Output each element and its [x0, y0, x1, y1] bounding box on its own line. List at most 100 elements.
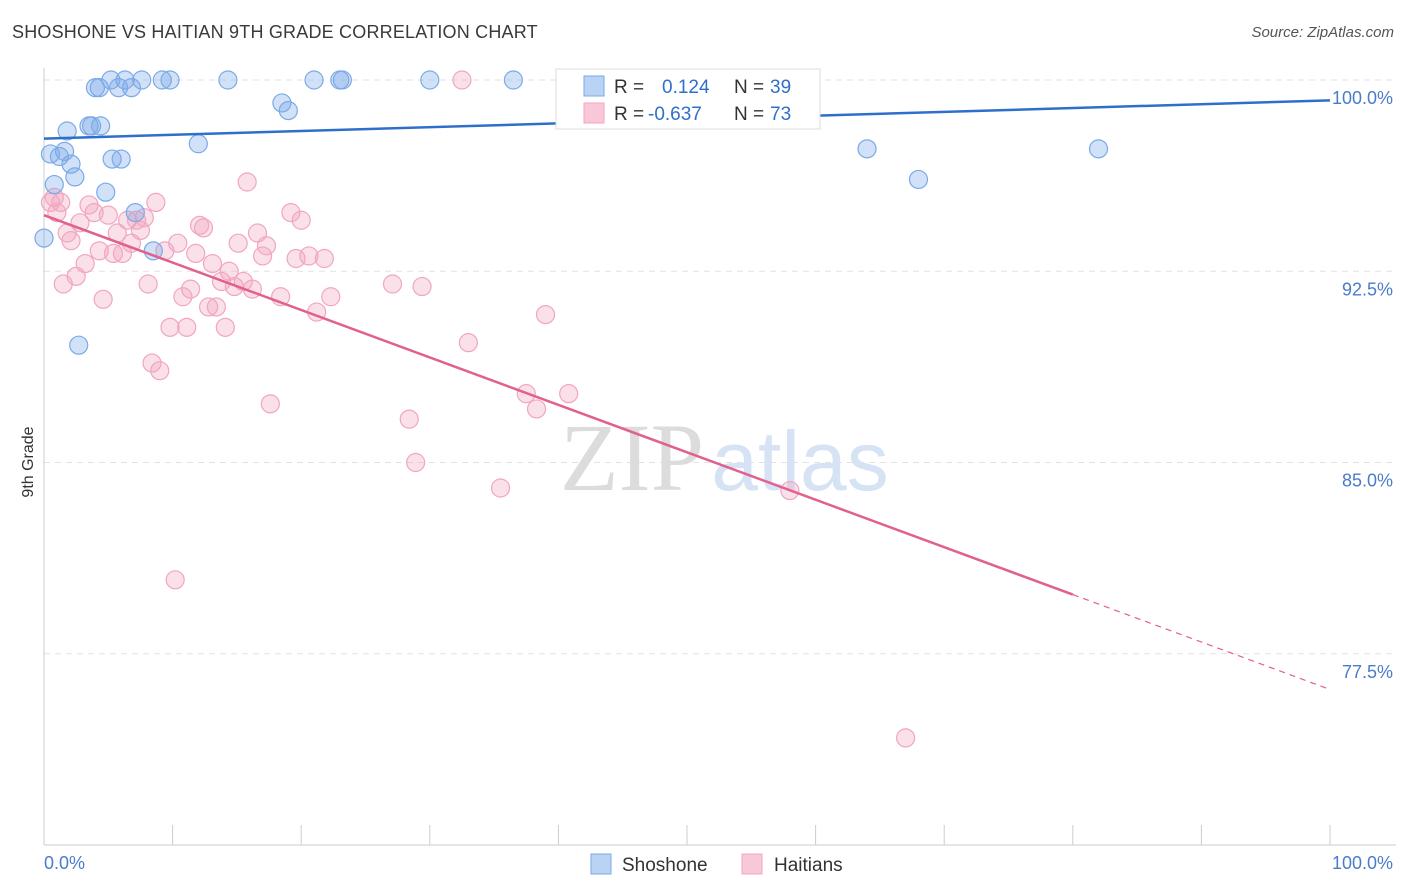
haitians-point-68 — [526, 399, 547, 419]
watermark-zip: ZIP — [560, 404, 704, 511]
haitians-point-63 — [412, 276, 432, 297]
haitians-point-56 — [299, 246, 319, 266]
shoshone-point-20 — [121, 78, 142, 98]
haitians-point-13 — [93, 289, 113, 309]
haitians-point-30 — [168, 233, 188, 253]
y-tick-label-2: 85.0% — [1342, 471, 1393, 491]
shoshone-point-37 — [1088, 139, 1109, 159]
legend-swatch-haitians — [741, 853, 763, 875]
legend-label-shoshone: Shoshone — [622, 855, 708, 876]
haitians-point-33 — [181, 279, 201, 299]
haitians-point-29 — [165, 570, 185, 590]
chart-title: SHOSHONE VS HAITIAN 9TH GRADE CORRELATIO… — [12, 22, 538, 42]
haitians-point-59 — [321, 287, 341, 307]
shoshone-point-28 — [272, 93, 292, 113]
haitians-point-26 — [150, 361, 170, 381]
shoshone-point-27 — [218, 70, 238, 90]
stats-legend: R = 0.124 N = 39 R = -0.637 N = 73 — [555, 68, 821, 130]
x-tick-label-1: 100.0% — [1332, 853, 1393, 873]
haitians-point-23 — [138, 274, 158, 294]
shoshone-point-3 — [49, 146, 70, 167]
shoshone-point-12 — [89, 78, 109, 98]
haitians-point-38 — [202, 254, 223, 274]
haitians-point-28 — [160, 317, 180, 337]
shoshone-point-18 — [111, 149, 131, 169]
trend-lines — [43, 99, 1331, 691]
haitians-trend-line — [43, 213, 1074, 596]
shoshone-point-30 — [304, 70, 324, 90]
shoshone-point-2 — [44, 174, 64, 195]
haitians-point-44 — [228, 233, 248, 253]
legend-r-label-haitians: R = — [614, 104, 644, 125]
haitians-point-62 — [406, 452, 426, 473]
y-axis-label: 9th Grade — [20, 426, 37, 497]
haitians-point-3 — [51, 192, 71, 212]
haitians-point-70 — [559, 384, 579, 404]
haitians-point-37 — [199, 297, 219, 317]
shoshone-point-19 — [115, 70, 135, 90]
shoshone-point-33 — [420, 70, 440, 90]
axes — [43, 68, 1396, 846]
x-tick-labels: 0.0% 100.0% — [44, 853, 1393, 873]
haitians-point-14 — [98, 205, 118, 225]
haitians-point-39 — [206, 297, 226, 317]
shoshone-point-22 — [132, 70, 152, 90]
legend-label-haitians: Haitians — [774, 855, 843, 876]
watermark: ZIP atlas — [560, 404, 889, 511]
legend-n-value-shoshone: 39 — [770, 77, 791, 98]
legend-n-label-haitians: N = — [734, 104, 764, 125]
haitians-point-9 — [75, 254, 95, 274]
haitians-point-55 — [291, 210, 311, 230]
haitians-point-51 — [260, 394, 280, 414]
haitians-point-66 — [490, 478, 511, 498]
shoshone-point-29 — [278, 100, 298, 121]
haitians-point-41 — [215, 317, 235, 337]
shoshone-point-8 — [69, 335, 89, 355]
shoshone-point-15 — [101, 70, 121, 90]
haitians-point-32 — [177, 317, 197, 337]
y-tick-label-0: 100.0% — [1332, 88, 1393, 108]
haitians-point-60 — [382, 274, 403, 294]
series-shoshone — [34, 70, 1109, 355]
haitians-point-25 — [146, 192, 166, 212]
haitians-point-46 — [237, 172, 257, 192]
haitians-point-22 — [134, 208, 154, 228]
haitians-point-6 — [61, 231, 81, 251]
legend-n-value-haitians: 73 — [770, 104, 791, 125]
shoshone-point-7 — [65, 167, 85, 187]
watermark-atlas: atlas — [711, 414, 888, 508]
chart-source: Source: ZipAtlas.com — [1251, 24, 1394, 41]
haitians-point-24 — [142, 353, 162, 373]
y-tick-label-1: 92.5% — [1342, 279, 1393, 299]
legend-n-label-shoshone: N = — [734, 77, 764, 98]
series-legend: Shoshone Haitians — [590, 853, 843, 876]
legend-r-value-haitians: -0.637 — [648, 104, 702, 125]
haitians-point-42 — [219, 261, 239, 281]
shoshone-point-35 — [857, 139, 877, 159]
legend-swatch-shoshone — [590, 853, 612, 875]
haitians-point-49 — [253, 246, 273, 266]
shoshone-point-25 — [160, 70, 180, 90]
haitians-point-61 — [399, 409, 419, 429]
haitians-point-58 — [314, 248, 334, 269]
haitians-point-53 — [281, 203, 301, 223]
gridlines — [44, 79, 1396, 655]
shoshone-point-26 — [188, 134, 208, 154]
shoshone-point-21 — [125, 203, 145, 223]
shoshone-point-14 — [96, 182, 116, 202]
haitians-point-50 — [256, 236, 277, 256]
haitians-trend-extension — [1072, 594, 1331, 691]
haitians-point-20 — [126, 210, 147, 230]
y-tick-label-3: 77.5% — [1342, 662, 1393, 682]
legend-r-label-shoshone: R = — [614, 77, 644, 98]
shoshone-point-36 — [908, 169, 929, 190]
haitians-point-64 — [452, 70, 472, 90]
shoshone-point-13 — [90, 116, 111, 136]
haitians-point-0 — [40, 192, 61, 212]
shoshone-point-32 — [332, 70, 352, 90]
haitians-point-72 — [896, 728, 916, 748]
shoshone-point-0 — [34, 228, 54, 248]
haitians-point-12 — [89, 241, 109, 261]
shoshone-point-34 — [503, 70, 523, 90]
